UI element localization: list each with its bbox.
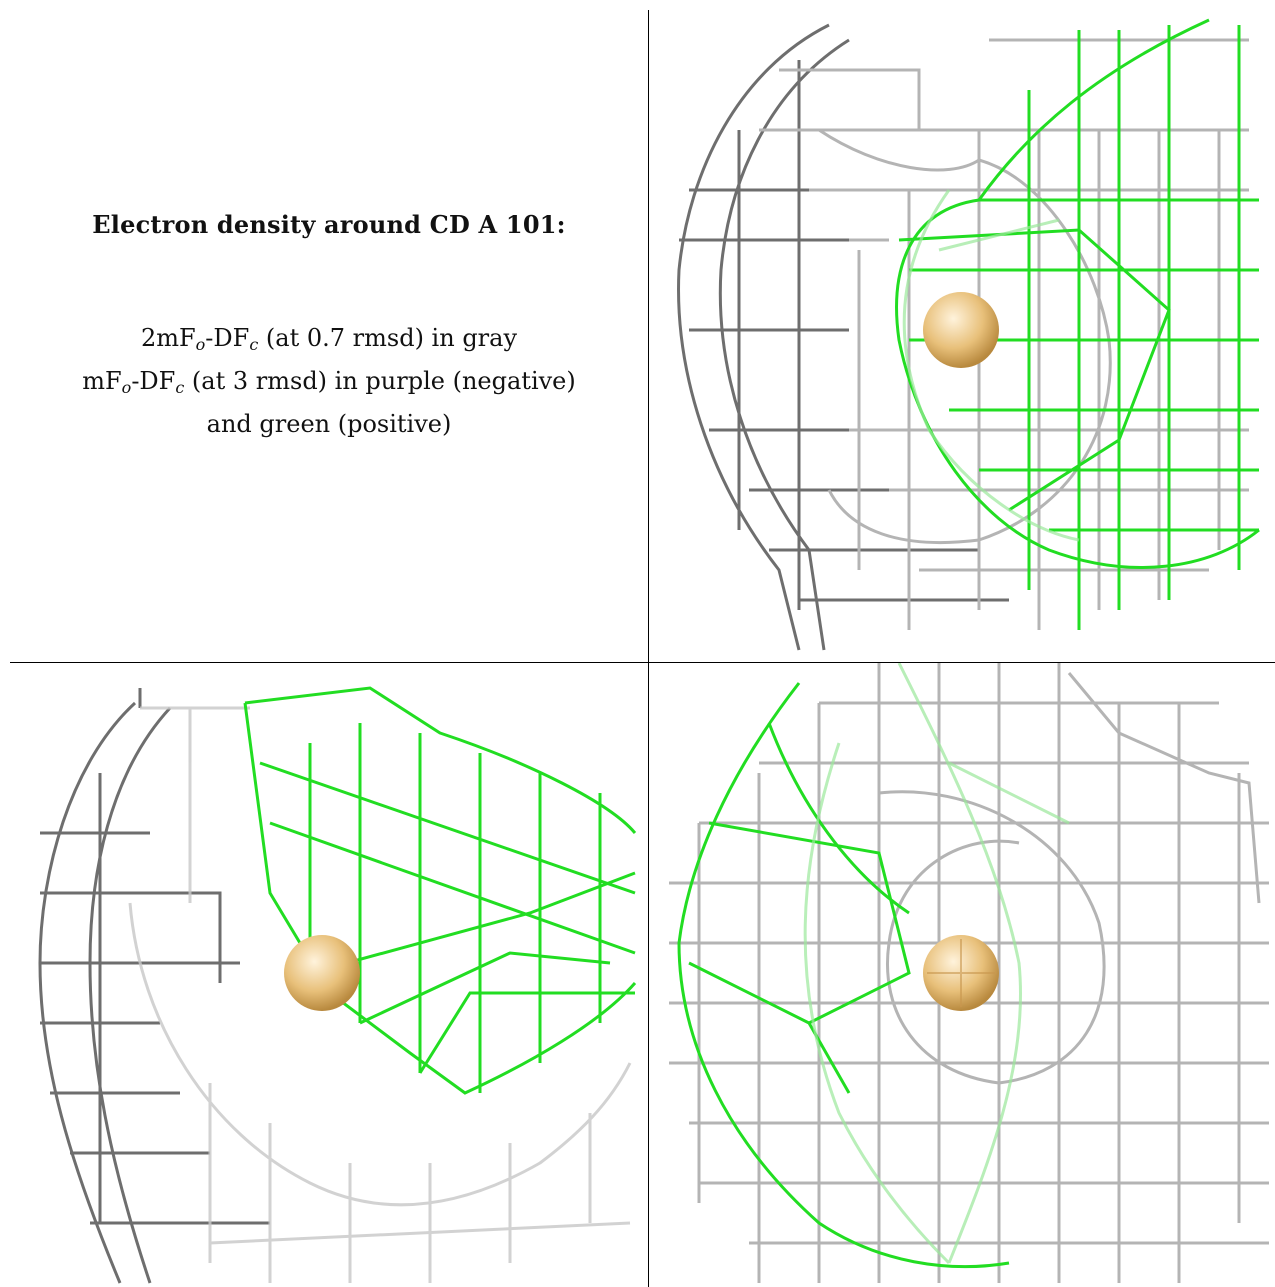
green-mesh — [243, 686, 637, 1095]
density-view-3 — [649, 663, 1275, 1287]
subscript: c — [175, 378, 185, 397]
green-mesh-faint — [902, 189, 1080, 542]
subscript: o — [121, 378, 132, 397]
subscript: c — [249, 335, 259, 354]
mesh-view-2 — [38, 686, 637, 1284]
gray-mesh-grid — [759, 38, 1249, 630]
term: -DF — [131, 367, 176, 395]
term: (at 3 rmsd) in purple (negative) — [184, 367, 576, 395]
green-mesh — [677, 682, 1010, 1269]
caption-line-1: 2mFo-DFc (at 0.7 rmsd) in gray — [10, 320, 648, 363]
caption-line-2: mFo-DFc (at 3 rmsd) in purple (negative) — [10, 363, 648, 406]
cadmium-atom-sphere — [923, 935, 999, 1011]
term: -DF — [205, 324, 250, 352]
cadmium-atom-sphere — [923, 292, 999, 368]
gray-mesh-shell — [38, 688, 270, 1284]
mesh-view-1 — [677, 18, 1260, 651]
term: 2mF — [140, 324, 196, 352]
caption-title: Electron density around CD A 101: — [92, 210, 566, 239]
mesh-view-3 — [669, 663, 1269, 1283]
gray-mesh-shell — [677, 23, 1009, 651]
caption-cell: Electron density around CD A 101: 2mFo-D… — [10, 10, 648, 662]
border-center — [648, 10, 649, 1287]
gray-mesh-grid — [128, 706, 632, 1283]
term: mF — [82, 367, 122, 395]
cadmium-atom-sphere — [284, 935, 360, 1011]
green-mesh-faint — [803, 663, 1070, 1265]
caption-line-3: and green (positive) — [206, 410, 452, 438]
border-middle — [10, 662, 1275, 663]
subscript: o — [195, 335, 206, 354]
density-view-2 — [10, 663, 648, 1287]
density-view-1 — [649, 10, 1275, 662]
term: (at 0.7 rmsd) in gray — [258, 324, 518, 352]
caption-description: 2mFo-DFc (at 0.7 rmsd) in gray mFo-DFc (… — [10, 320, 648, 442]
